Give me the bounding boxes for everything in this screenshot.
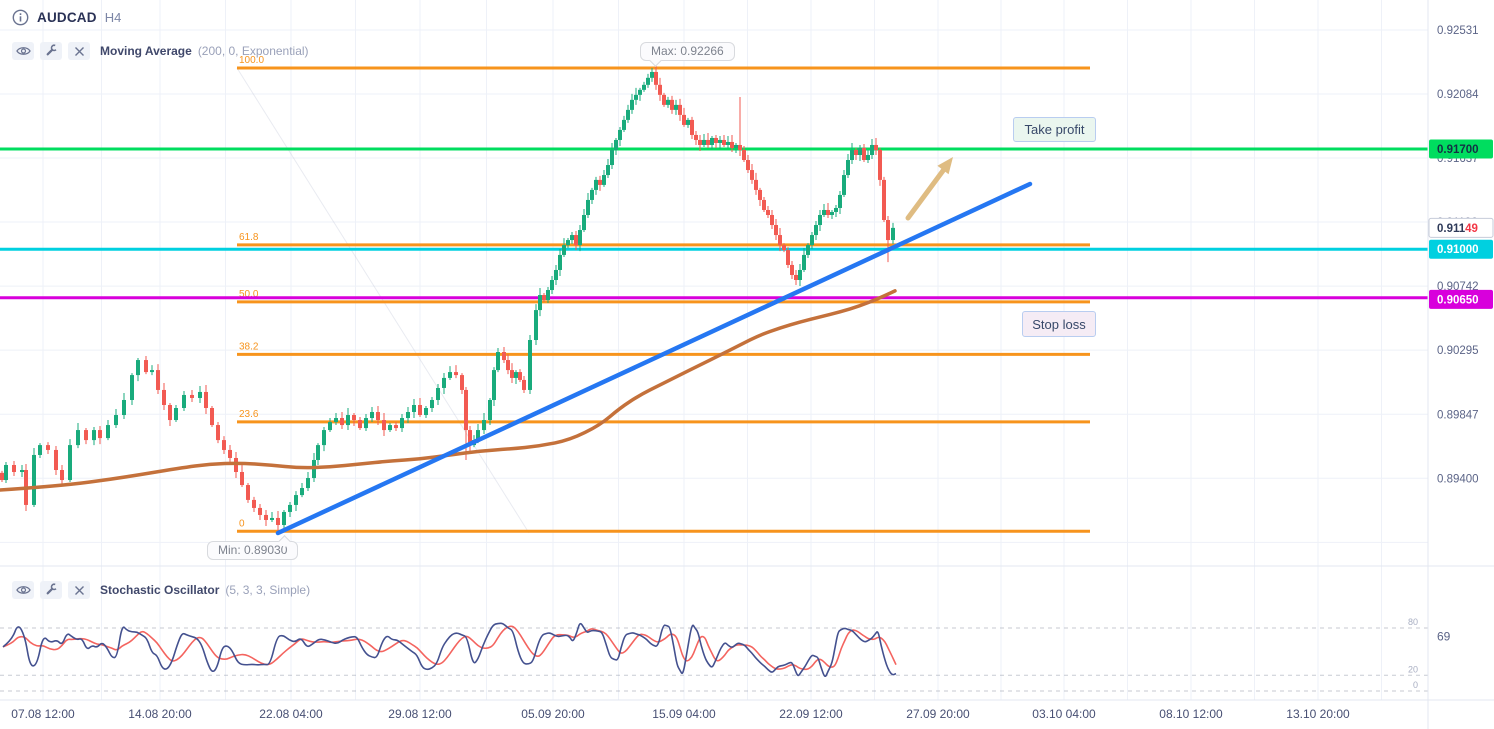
- time-tick-27-09-20-00: 27.09 20:00: [906, 707, 970, 721]
- trend-line[interactable]: [275, 181, 1033, 536]
- stop-loss-text: Stop loss: [1032, 316, 1086, 332]
- timeframe-label: H4: [104, 10, 122, 25]
- price-tick-0.90295: 0.90295: [1437, 345, 1479, 357]
- symbol-name: AUDCAD: [37, 10, 97, 25]
- gridlines: [0, 0, 1428, 700]
- drawn-arrow: [905, 157, 953, 221]
- fib-label-23.6: 23.6: [239, 409, 259, 420]
- stoch-indicator-params: (5, 3, 3, Simple): [225, 583, 311, 597]
- fibonacci-levels: 100.0 61.8 50.0 38.2 23.6 0: [237, 55, 1090, 533]
- price-tick-0.92084: 0.92084: [1437, 89, 1479, 101]
- fib-label-0: 0: [239, 518, 245, 529]
- fib-label-50.0: 50.0: [239, 289, 259, 300]
- ma-settings-wrench-icon[interactable]: [40, 42, 62, 60]
- ma-visibility-eye-icon[interactable]: [12, 42, 34, 60]
- axis-badge-0.90650: [1429, 289, 1493, 309]
- max-price-tooltip: Max: 0.92266: [640, 42, 735, 67]
- stoch-d-line: [2, 625, 897, 671]
- stoch-remove-close-icon[interactable]: [68, 581, 90, 599]
- time-tick-13-10-20-00: 13.10 20:00: [1286, 707, 1350, 721]
- ma-indicator-params: (200, 0, Exponential): [197, 44, 309, 58]
- stoch-level-label-0: 0: [1413, 680, 1418, 690]
- min-price-tooltip-text: Min: 0.89030: [218, 543, 288, 557]
- time-tick-22-09-12-00: 22.09 12:00: [779, 707, 843, 721]
- time-tick-07-08-12-00: 07.08 12:00: [11, 707, 75, 721]
- take-profit-text: Take profit: [1024, 122, 1085, 137]
- ma-indicator-row: Moving Average (200, 0, Exponential): [12, 42, 309, 60]
- symbol-header: AUDCAD H4: [12, 9, 121, 26]
- time-tick-08-10-12-00: 08.10 12:00: [1159, 707, 1223, 721]
- time-axis-labels: 07.08 12:00 14.08 20:00 22.08 04:00 29.08 1…: [11, 707, 1350, 721]
- price-tick-0.89847: 0.89847: [1437, 409, 1479, 421]
- stoch-level-label-20: 20: [1408, 664, 1418, 674]
- time-tick-05-09-20-00: 05.09 20:00: [521, 707, 585, 721]
- fib-label-38.2: 38.2: [239, 341, 259, 352]
- price-tick-0.92531: 0.92531: [1437, 25, 1479, 37]
- stoch-current-value: 69: [1437, 630, 1451, 644]
- current-price-text: 0.91149: [1437, 223, 1478, 235]
- time-tick-29-08-12-00: 29.08 12:00: [388, 707, 452, 721]
- stop-loss-label[interactable]: Stop loss: [1022, 311, 1096, 337]
- stochastic-pane: [0, 622, 1428, 692]
- axis-badge-0.91700: [1429, 139, 1493, 159]
- stoch-k-line: [2, 622, 897, 678]
- axis-badge-0.91000: [1429, 239, 1493, 259]
- info-icon[interactable]: [12, 9, 29, 26]
- time-axis[interactable]: [0, 700, 1494, 729]
- axis-badge-text-0.90650: 0.90650: [1437, 294, 1479, 306]
- max-price-tooltip-text: Max: 0.92266: [651, 44, 724, 58]
- stoch-settings-wrench-icon[interactable]: [40, 581, 62, 599]
- min-price-tooltip: Min: 0.89030: [207, 535, 299, 560]
- stoch-level-label-80: 80: [1408, 617, 1418, 627]
- ma-remove-close-icon[interactable]: [68, 42, 90, 60]
- price-axis[interactable]: [1428, 0, 1494, 700]
- time-tick-15-09-04-00: 15.09 04:00: [652, 707, 716, 721]
- time-tick-22-08-04-00: 22.08 04:00: [259, 707, 323, 721]
- ma-indicator-name: Moving Average: [100, 44, 192, 58]
- time-tick-03-10-04-00: 03.10 04:00: [1032, 707, 1096, 721]
- stoch-indicator-name: Stochastic Oscillator: [100, 583, 220, 597]
- stoch-indicator-row: Stochastic Oscillator (5, 3, 3, Simple): [12, 581, 310, 599]
- time-tick-14-08-20-00: 14.08 20:00: [128, 707, 192, 721]
- axis-badge-text-0.91000: 0.91000: [1437, 244, 1479, 256]
- ema-200-line[interactable]: [0, 289, 897, 492]
- candles: [0, 65, 895, 532]
- price-tick-0.89400: 0.89400: [1437, 473, 1479, 485]
- take-profit-label[interactable]: Take profit: [1013, 117, 1096, 142]
- axis-badge-text-0.91700: 0.91700: [1437, 144, 1479, 156]
- stoch-visibility-eye-icon[interactable]: [12, 581, 34, 599]
- fib-label-100.0: 100.0: [239, 55, 264, 66]
- current-price-badge: [1428, 217, 1494, 238]
- fib-label-61.8: 61.8: [239, 232, 259, 243]
